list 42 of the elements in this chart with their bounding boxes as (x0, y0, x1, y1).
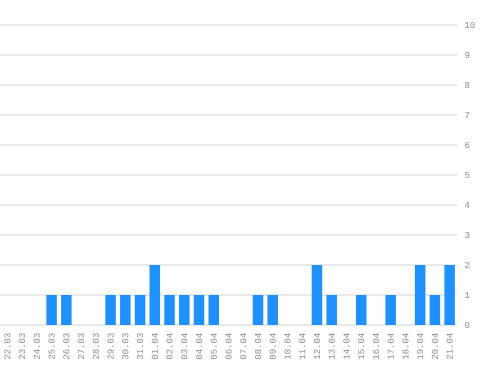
x-tick-label: 01.04 (152, 333, 158, 360)
x-tick-label: 29.03 (108, 333, 114, 360)
x-tick-label: 31.03 (137, 333, 144, 360)
x-tick-label: 18.04 (402, 333, 408, 360)
y-tick-label: 7 (465, 112, 470, 118)
x-tick-label: 08.04 (254, 333, 262, 360)
x-tick-label: 17.04 (388, 333, 394, 360)
y-tick-label: 3 (465, 232, 470, 238)
y-tick-label: 2 (465, 262, 470, 268)
x-tick-label: 20.04 (432, 333, 438, 360)
y-tick-label: 9 (465, 52, 470, 58)
x-tick-label: 05.04 (210, 333, 217, 360)
y-tick-label: 1 (465, 292, 470, 298)
x-tick-label: 03.04 (181, 333, 188, 360)
x-tick-label: 23.03 (19, 333, 26, 360)
x-tick-label: 06.04 (225, 333, 232, 360)
x-tick-label: 15.04 (358, 333, 364, 360)
x-tick-label: 22.03 (4, 333, 10, 360)
y-tick-label: 10 (465, 22, 475, 28)
y-tick-label: 6 (465, 142, 470, 148)
x-tick-label: 12.04 (314, 333, 320, 360)
x-tick-label: 16.04 (372, 333, 379, 360)
x-tick-label: 09.04 (270, 333, 276, 360)
x-tick-label: 28.03 (92, 333, 99, 360)
x-tick-label: 10.04 (284, 333, 291, 360)
x-tick-label: 02.04 (166, 333, 173, 360)
y-tick-label: 4 (464, 202, 470, 208)
x-tick-label: 11.04 (299, 333, 306, 360)
x-tick-label: 26.03 (63, 333, 70, 360)
x-tick-label: 07.04 (240, 333, 246, 360)
x-tick-label: 27.03 (78, 333, 84, 360)
x-tick-label: 21.04 (446, 333, 453, 360)
x-tick-label: 24.03 (34, 333, 40, 360)
x-tick-label: 04.04 (196, 333, 202, 360)
x-tick-label: 13.04 (328, 333, 335, 360)
y-tick-label: 8 (465, 82, 470, 88)
y-tick-label: 0 (465, 322, 470, 328)
x-tick-label: 25.03 (48, 333, 55, 360)
y-tick-label: 5 (465, 172, 470, 178)
x-tick-label: 30.03 (122, 333, 128, 360)
x-tick-label: 14.04 (343, 333, 350, 360)
x-tick-label: 19.04 (417, 333, 424, 360)
